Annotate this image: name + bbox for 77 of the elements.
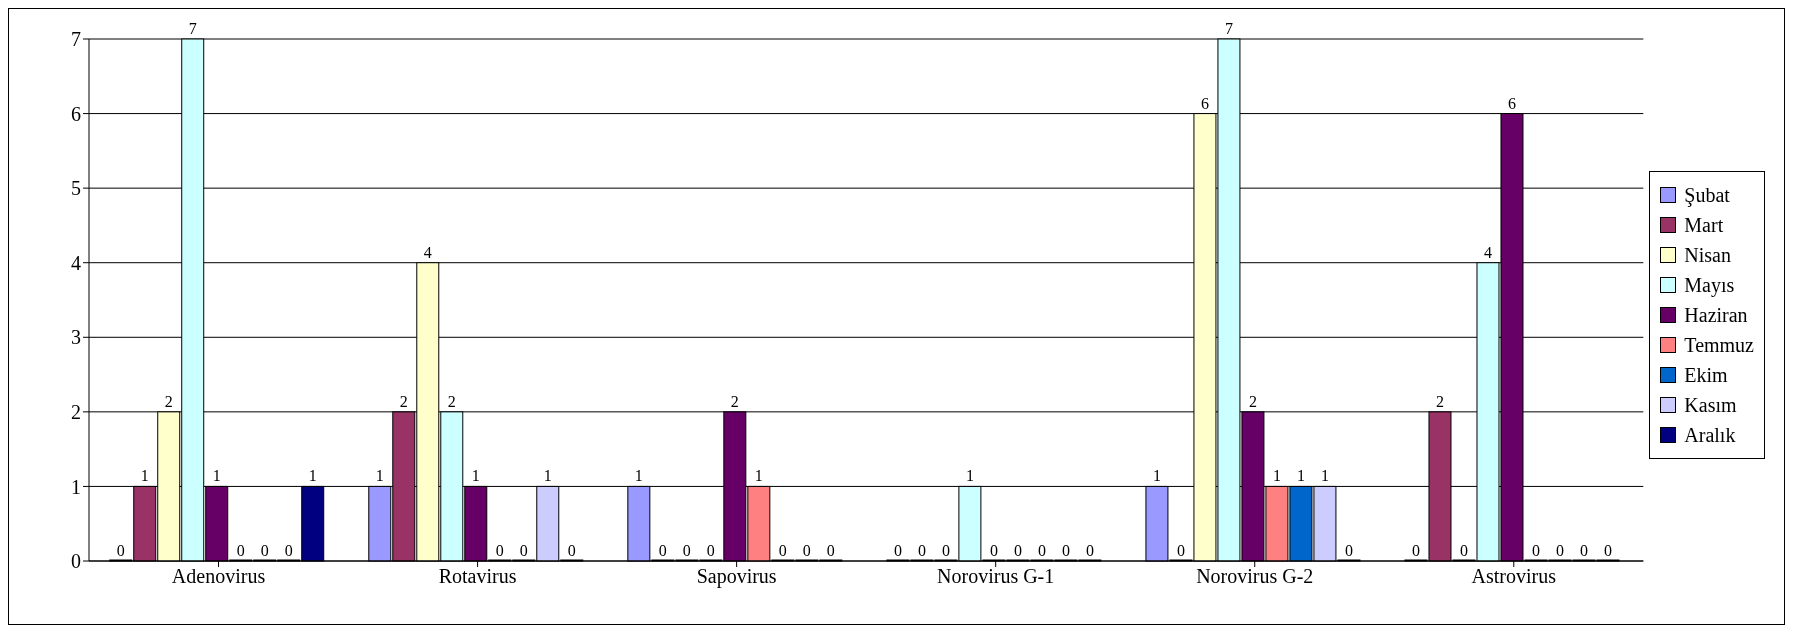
data-label: 1: [634, 467, 643, 485]
legend-label: Nisan: [1684, 243, 1731, 268]
data-label: 1: [471, 467, 480, 485]
data-label: 0: [826, 542, 835, 559]
data-label: 7: [1224, 20, 1233, 37]
y-tick-label: 2: [71, 400, 81, 423]
x-tick-label: Adenovirus: [171, 565, 266, 588]
data-label: 2: [164, 392, 173, 410]
y-tick-label: 4: [71, 251, 81, 274]
data-label: 0: [1531, 542, 1540, 559]
data-label: 0: [236, 542, 245, 559]
data-label: 1: [754, 467, 763, 485]
data-label: 7: [188, 20, 197, 37]
y-tick-label: 3: [71, 326, 81, 349]
data-label: 1: [1272, 467, 1281, 485]
data-label: 1: [140, 467, 149, 485]
x-tick-label: Rotavirus: [438, 565, 517, 588]
data-label: 0: [917, 542, 926, 559]
y-tick-label: 5: [71, 177, 81, 200]
data-label: 1: [1152, 467, 1161, 485]
y-tick-label: 7: [71, 28, 81, 51]
data-label: 6: [1200, 94, 1209, 112]
legend-label: Temmuz: [1684, 333, 1754, 358]
x-tick-label: Norovirus G-2: [1196, 565, 1314, 588]
data-label: 0: [1603, 542, 1612, 559]
data-label: 1: [543, 467, 552, 485]
legend-label: Haziran: [1684, 303, 1748, 328]
x-tick-label: Sapovirus: [696, 565, 777, 589]
data-label: 0: [1555, 542, 1564, 559]
data-label: 0: [893, 542, 902, 559]
legend-label: Mayıs: [1684, 273, 1735, 299]
data-label: 1: [965, 467, 974, 485]
data-label: 0: [567, 542, 576, 559]
x-tick-label: Astrovirus: [1471, 565, 1557, 588]
data-label: 1: [308, 467, 317, 485]
data-label: 2: [399, 392, 408, 410]
y-tick-label: 6: [71, 102, 81, 125]
data-label: 0: [1459, 542, 1468, 559]
data-label: 2: [447, 392, 456, 410]
data-label: 0: [941, 542, 950, 559]
data-label: 1: [375, 467, 384, 485]
data-label: 2: [1248, 392, 1257, 410]
data-label: 4: [423, 243, 432, 261]
data-label: 1: [1296, 467, 1305, 485]
data-label: 1: [212, 467, 221, 485]
data-label: 0: [1013, 542, 1022, 559]
data-label: 0: [1579, 542, 1588, 559]
data-label: 2: [1435, 392, 1444, 410]
data-label: 0: [1085, 542, 1094, 559]
data-label: 0: [519, 542, 528, 559]
data-label: 0: [116, 542, 125, 559]
data-label: 0: [682, 542, 691, 559]
data-label: 0: [1344, 542, 1353, 559]
y-tick-label: 0: [71, 550, 81, 573]
data-label: 0: [989, 542, 998, 559]
legend-label: Şubat: [1684, 183, 1730, 209]
legend-label: Kasım: [1684, 393, 1737, 418]
data-label: 0: [706, 542, 715, 559]
data-label: 0: [284, 542, 293, 559]
data-label: 6: [1507, 94, 1516, 112]
data-label: 0: [778, 542, 787, 559]
y-tick-label: 1: [71, 475, 81, 498]
data-label: 0: [1411, 542, 1420, 559]
legend-label: Ekim: [1684, 363, 1728, 388]
data-label: 0: [495, 542, 504, 559]
data-label: 0: [658, 542, 667, 559]
data-label: 0: [260, 542, 269, 559]
data-label: 0: [802, 542, 811, 559]
x-tick-label: Norovirus G-1: [937, 565, 1055, 588]
legend-label: Aralık: [1684, 423, 1736, 448]
data-label: 0: [1037, 542, 1046, 559]
data-label: 0: [1061, 542, 1070, 559]
data-label: 0: [1176, 542, 1185, 559]
data-label: 1: [1320, 467, 1329, 485]
data-label: 2: [730, 392, 739, 410]
data-label: 4: [1483, 243, 1492, 261]
legend-label: Mart: [1684, 213, 1724, 238]
